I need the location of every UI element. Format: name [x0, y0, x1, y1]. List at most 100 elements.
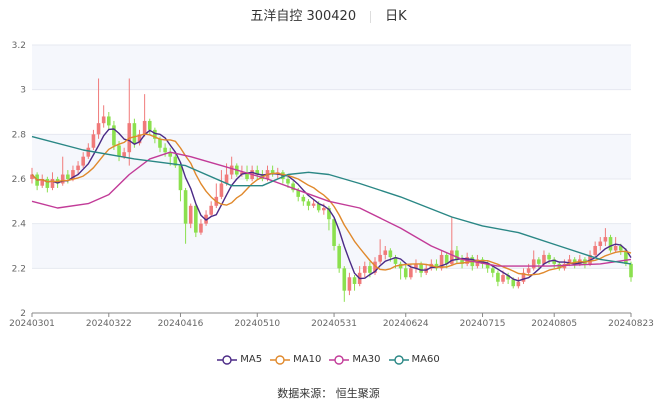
candle-body: [311, 203, 316, 206]
candle-body: [229, 165, 234, 175]
candle-body: [30, 174, 34, 179]
period-label[interactable]: 日K: [385, 9, 407, 24]
candle-body: [398, 263, 403, 269]
candle-body: [132, 123, 137, 144]
candle-body: [608, 237, 613, 251]
legend-marker-icon: [217, 354, 238, 365]
candle-body: [434, 263, 439, 269]
candle-body: [178, 165, 183, 191]
y-tick-label: 2.2: [12, 264, 26, 274]
candle-body: [96, 123, 101, 135]
candle-body: [393, 257, 398, 264]
line-ma5: [31, 128, 632, 282]
candle-body: [60, 174, 65, 184]
candle-body: [496, 272, 500, 282]
candle-body: [485, 263, 490, 269]
candle-body: [286, 179, 290, 184]
candle-body: [624, 250, 628, 264]
candle-body: [173, 156, 178, 166]
candle-body: [40, 179, 45, 186]
candle-body: [588, 254, 592, 264]
candle-body: [567, 259, 572, 264]
candle-body: [460, 259, 464, 264]
x-tick-label: 20240301: [9, 319, 55, 329]
candle-body: [101, 116, 106, 124]
legend-label: MA10: [293, 354, 322, 365]
candle-body: [137, 134, 142, 144]
candle-body: [332, 219, 336, 246]
candle-body: [455, 250, 459, 260]
candle-body: [270, 170, 275, 175]
y-tick-label: 2.6: [12, 175, 27, 185]
x-tick-label: 20240531: [311, 319, 357, 329]
y-tick-label: 2.4: [12, 220, 27, 230]
candle-body: [593, 246, 597, 255]
candle-body: [403, 268, 408, 278]
candle-body: [66, 174, 70, 179]
candle-body: [414, 263, 418, 269]
candle-body: [306, 201, 311, 206]
legend-item-ma30[interactable]: MA30: [329, 354, 381, 365]
x-tick-label: 20240624: [383, 319, 429, 329]
x-tick-label: 20240823: [608, 319, 654, 329]
candle-body: [342, 268, 347, 291]
candle-body: [301, 196, 306, 202]
legend-item-ma10[interactable]: MA10: [270, 354, 321, 365]
candle-body: [450, 250, 454, 264]
candle-body: [224, 174, 229, 184]
candle-body: [526, 268, 531, 273]
candle-body: [199, 223, 203, 233]
candle-body: [147, 120, 152, 130]
y-tick-label: 3: [20, 86, 26, 96]
candle-body: [81, 156, 85, 166]
candle-body: [613, 246, 618, 251]
legend-label: MA60: [411, 354, 440, 365]
candle-body: [490, 268, 495, 273]
candle-body: [255, 170, 260, 175]
legend-item-ma60[interactable]: MA60: [388, 354, 440, 365]
candle-body: [153, 129, 157, 139]
candle-body: [158, 138, 162, 148]
candle-body: [91, 134, 96, 148]
candle-body: [316, 203, 321, 211]
candle-body: [322, 208, 326, 211]
candle-body: [383, 250, 388, 255]
legend-marker-icon: [388, 354, 409, 365]
y-tick-label: 3.2: [12, 41, 26, 51]
legend-label: MA5: [240, 354, 263, 365]
y-tick-label: 2.8: [12, 130, 27, 140]
x-tick-label: 20240805: [531, 319, 577, 329]
candle-body: [296, 190, 301, 197]
y-tick-label: 2: [20, 309, 26, 319]
legend: MA5 MA10 MA30 MA60: [0, 354, 657, 368]
candle-body: [291, 183, 295, 191]
candle-body: [444, 254, 449, 264]
grid-band: [32, 45, 631, 90]
candle-body: [209, 205, 213, 215]
candle-body: [388, 250, 393, 258]
candle-body: [50, 179, 55, 188]
candle-body: [245, 172, 249, 179]
candle-body: [547, 254, 551, 260]
candle-body: [409, 268, 413, 278]
line-ma10: [31, 133, 632, 276]
candle-body: [618, 246, 623, 251]
candle-body: [183, 190, 188, 224]
candle-body: [142, 120, 147, 135]
candle-body: [531, 259, 536, 269]
candle-body: [572, 259, 577, 264]
candle-body: [603, 237, 608, 242]
candle-body: [168, 152, 173, 157]
legend-label: MA30: [352, 354, 381, 365]
legend-item-ma5[interactable]: MA5: [217, 354, 262, 365]
candle-body: [106, 116, 111, 126]
candle-body: [352, 277, 357, 284]
grid-band: [32, 223, 631, 269]
candle-body: [516, 281, 521, 287]
candle-body: [378, 254, 382, 262]
candle-body: [122, 152, 126, 157]
candle-body: [219, 183, 224, 197]
candle-body: [373, 261, 377, 273]
candle-body: [71, 170, 75, 179]
